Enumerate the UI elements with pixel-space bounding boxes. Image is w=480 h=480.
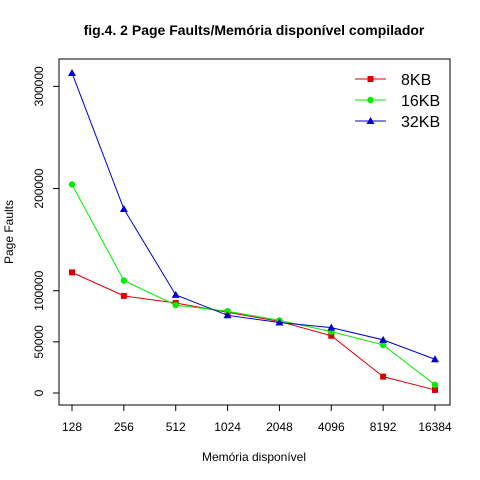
series-line <box>71 271 436 391</box>
series-layer <box>68 69 439 393</box>
y-tick-label: 300000 <box>32 66 46 106</box>
y-axis-label: Page Faults <box>2 200 16 264</box>
data-point <box>223 311 232 319</box>
data-point <box>380 373 387 380</box>
data-point <box>432 386 438 393</box>
legend-label: 16KB <box>401 93 440 110</box>
data-point <box>431 355 439 363</box>
data-point <box>172 301 179 309</box>
data-point <box>120 277 128 284</box>
legend-item-8kb: 8KB <box>355 72 431 89</box>
y-tick-label: 50000 <box>32 325 46 359</box>
data-point <box>69 269 75 276</box>
legend-label: 8KB <box>401 72 431 89</box>
series-8kb <box>69 269 438 393</box>
data-point <box>120 292 127 299</box>
x-tick-label: 2048 <box>266 420 293 434</box>
x-tick-label: 512 <box>166 420 186 434</box>
x-tick-label: 256 <box>114 420 134 434</box>
series-16kb <box>68 181 439 389</box>
data-point <box>68 181 76 188</box>
series-line <box>71 184 436 386</box>
x-tick-label: 1024 <box>214 420 241 434</box>
data-point <box>119 205 128 212</box>
x-tick-label: 8192 <box>370 420 397 434</box>
data-point <box>379 341 387 349</box>
data-point <box>327 323 336 331</box>
series-32kb <box>68 69 439 363</box>
data-point <box>366 117 375 124</box>
plot-frame <box>58 58 451 406</box>
x-tick-label: 16384 <box>418 420 452 434</box>
data-point <box>68 69 76 77</box>
y-tick-label: 200000 <box>32 168 46 208</box>
legend-label: 32KB <box>401 114 440 131</box>
data-point <box>328 332 335 339</box>
y-tick-label: 0 <box>32 389 46 396</box>
data-point <box>224 308 231 315</box>
data-point <box>431 381 439 389</box>
legend-item-16kb: 16KB <box>355 93 440 110</box>
x-axis: 128 256 512 1024 2048 4096 8192 16384 <box>62 405 452 434</box>
x-axis-label: Memória disponível <box>202 450 306 464</box>
legend-item-32kb: 32KB <box>355 114 440 131</box>
data-point <box>367 76 374 82</box>
data-point <box>275 318 284 326</box>
data-point <box>379 335 388 343</box>
legend: 8KB 16KB 32KB <box>355 72 440 131</box>
chart-title: fig.4. 2 Page Faults/Memória disponível … <box>84 22 425 38</box>
data-point <box>171 290 180 298</box>
x-tick-label: 128 <box>62 420 82 434</box>
data-point <box>367 96 374 104</box>
y-axis: 0 50000 100000 200000 300000 <box>32 66 59 396</box>
series-line <box>71 72 436 360</box>
y-tick-label: 100000 <box>32 270 46 310</box>
x-tick-label: 4096 <box>318 420 345 434</box>
